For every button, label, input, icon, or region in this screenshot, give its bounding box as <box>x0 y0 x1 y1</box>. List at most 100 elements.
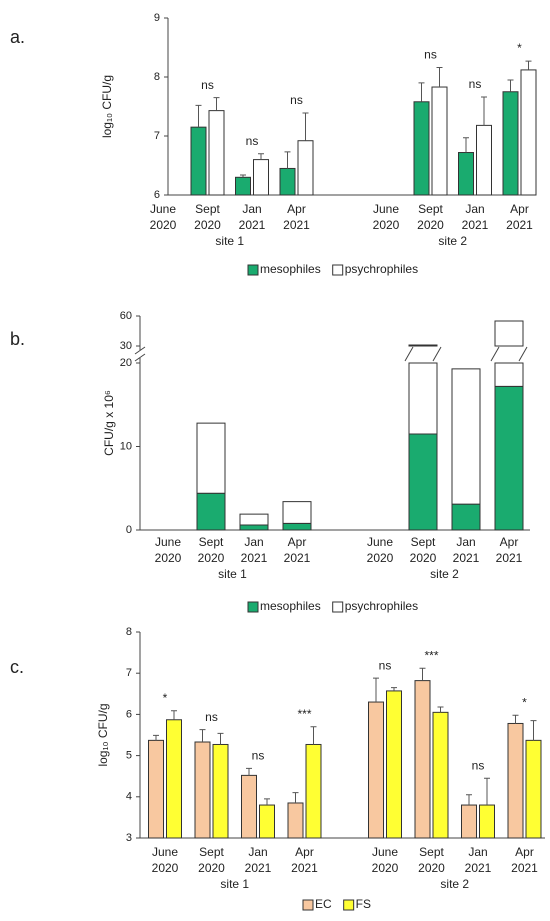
x-tick-label: Jan <box>468 845 487 859</box>
x-tick-label: 2020 <box>367 551 394 565</box>
error-bar <box>284 151 291 169</box>
bar <box>297 140 314 196</box>
x-tick-label: 2021 <box>496 551 523 565</box>
significance-label: ns <box>424 48 437 62</box>
error-bar <box>507 79 514 92</box>
x-tick-label: Sept <box>199 535 224 549</box>
y-tick-label: 5 <box>126 750 132 762</box>
y-tick-label: 9 <box>154 12 160 24</box>
y-tick-label: 7 <box>154 130 160 142</box>
x-tick-label: Apr <box>510 202 529 216</box>
error-bar <box>525 60 532 70</box>
x-tick-label: Apr <box>515 845 534 859</box>
bar-segment <box>451 368 481 505</box>
bar-break <box>404 346 442 362</box>
y-axis-title: log₁₀ CFU/g <box>96 703 110 766</box>
x-tick-label: 2020 <box>155 551 182 565</box>
bar <box>458 152 474 196</box>
error-bar <box>153 734 159 741</box>
bar <box>432 711 449 839</box>
x-tick-label: 2021 <box>239 218 266 232</box>
x-tick-label: Sept <box>199 845 224 859</box>
x-tick-label: 2020 <box>373 218 400 232</box>
group-label: site 2 <box>438 234 467 248</box>
x-tick-label: 2020 <box>417 218 444 232</box>
bar-segment <box>282 501 312 524</box>
legend-label: psychrophiles <box>345 599 418 613</box>
significance-label: ns <box>201 78 214 92</box>
error-bar <box>246 767 252 776</box>
bar <box>305 743 322 839</box>
x-tick-label: Apr <box>288 535 307 549</box>
x-tick-label: 2020 <box>152 861 179 875</box>
significance-label: ns <box>469 77 482 91</box>
legend-swatch <box>302 899 314 911</box>
y-tick-label: 6 <box>154 189 160 201</box>
error-bar <box>213 97 220 111</box>
bar <box>235 176 251 196</box>
y-tick-label: 20 <box>120 357 132 369</box>
x-tick-label: Jan <box>465 202 484 216</box>
x-tick-label: Apr <box>287 202 306 216</box>
legend-swatch <box>247 601 259 613</box>
error-bar <box>463 137 469 153</box>
x-tick-label: Sept <box>419 845 444 859</box>
significance-label: *** <box>424 648 438 662</box>
x-tick-label: June <box>372 845 398 859</box>
bar <box>520 69 537 196</box>
bar-segment <box>282 522 312 531</box>
y-tick-label: 8 <box>126 626 132 638</box>
legend-label: EC <box>315 897 332 911</box>
bar-segment <box>196 492 226 531</box>
y-tick-label: 3 <box>126 832 132 844</box>
significance-label: ns <box>205 710 218 724</box>
error-bar <box>258 153 264 160</box>
bar <box>479 804 495 839</box>
bar <box>190 126 207 196</box>
x-tick-label: June <box>152 845 178 859</box>
x-tick-label: Sept <box>418 202 443 216</box>
bar <box>148 739 164 839</box>
x-tick-label: 2021 <box>245 861 272 875</box>
y-axis-title: CFU/g x 10⁶ <box>102 390 116 456</box>
bar <box>241 774 257 839</box>
bar <box>414 680 431 839</box>
significance-label: * <box>163 691 168 705</box>
x-tick-label: 2020 <box>418 861 445 875</box>
error-bar <box>217 732 224 745</box>
bar <box>502 91 519 196</box>
error-bar <box>512 714 519 724</box>
error-bar <box>419 667 426 681</box>
x-tick-label: Apr <box>295 845 314 859</box>
legend-label: FS <box>356 897 371 911</box>
significance-label: * <box>517 41 522 55</box>
bar <box>287 802 304 839</box>
x-tick-label: Jan <box>248 845 267 859</box>
significance-label: ns <box>379 658 392 672</box>
error-bar <box>240 174 246 178</box>
y-tick-label: 4 <box>126 791 132 803</box>
error-bar <box>373 677 379 703</box>
x-tick-label: 2021 <box>283 218 310 232</box>
bar <box>212 743 229 839</box>
y-tick-label: 0 <box>126 524 132 536</box>
x-tick-label: June <box>155 535 181 549</box>
x-tick-label: 2020 <box>372 861 399 875</box>
x-tick-label: Sept <box>411 535 436 549</box>
error-bar <box>310 726 317 745</box>
error-bar <box>302 112 309 141</box>
x-tick-label: Apr <box>500 535 519 549</box>
significance-label: ns <box>246 134 259 148</box>
group-label: site 2 <box>430 567 459 581</box>
x-tick-label: 2021 <box>506 218 533 232</box>
significance-label: * <box>522 695 527 709</box>
x-tick-label: 2021 <box>241 551 268 565</box>
x-tick-label: 2020 <box>198 861 225 875</box>
error-bar <box>264 798 270 806</box>
y-tick-label: 6 <box>126 708 132 720</box>
bar <box>279 167 296 196</box>
error-bar <box>418 82 425 102</box>
bar-segment <box>408 344 438 435</box>
bar-segment <box>494 385 524 531</box>
error-bar <box>481 96 487 126</box>
